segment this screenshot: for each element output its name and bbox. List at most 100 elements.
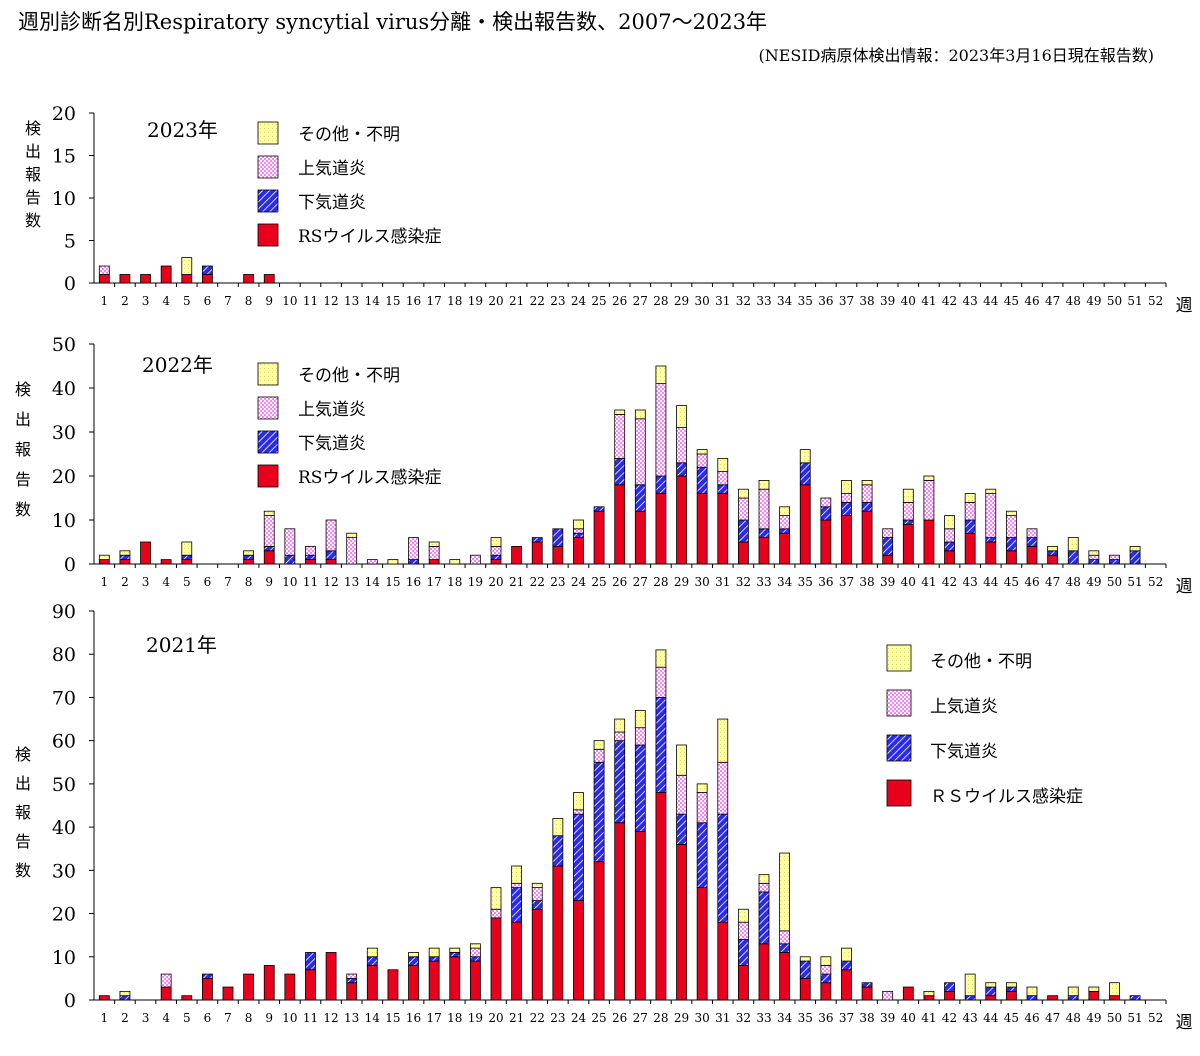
bar-rs	[634, 510, 646, 565]
x-tick-label: 40	[901, 1011, 916, 1025]
y-tick-label: 0	[64, 273, 76, 295]
x-tick-label: 41	[921, 575, 936, 589]
y-tick-label: 10	[52, 188, 76, 210]
x-tick-label: 28	[653, 294, 668, 308]
x-tick-label: 13	[344, 294, 359, 308]
bar-other	[346, 532, 358, 539]
x-tick-label: 49	[1086, 1011, 1101, 1025]
bar-rs	[573, 537, 584, 565]
x-tick-label: 20	[488, 1011, 503, 1025]
bar-rs	[841, 515, 852, 565]
bar-upper	[882, 528, 894, 538]
x-tick-label: 34	[777, 294, 793, 308]
x-tick-label: 47	[1045, 575, 1060, 589]
bar-other	[428, 947, 440, 958]
x-tick-label: 32	[736, 1011, 751, 1025]
bar-lower	[717, 813, 729, 923]
bar-other	[469, 943, 481, 949]
bar-rs	[243, 274, 255, 284]
bar-other	[1005, 982, 1017, 988]
y-tick-label: 50	[52, 334, 76, 356]
x-tick-label: 44	[983, 294, 999, 308]
x-tick-label: 10	[282, 1011, 297, 1025]
bar-rs	[964, 532, 976, 565]
bar-lower	[779, 943, 791, 953]
bar-rs	[737, 965, 749, 1001]
x-tick-label: 24	[571, 294, 587, 308]
x-tick-label: 23	[550, 294, 565, 308]
x-tick-label: 32	[736, 575, 751, 589]
bar-lower	[737, 519, 749, 543]
bar-lower	[593, 761, 605, 863]
bar-lower	[201, 265, 213, 275]
bar-rs	[552, 546, 564, 565]
x-tick-label: 43	[963, 1011, 978, 1025]
bar-rs	[531, 908, 543, 1001]
bar-upper	[779, 930, 791, 945]
x-tick-label: 31	[715, 294, 730, 308]
bar-other	[98, 554, 110, 561]
bar-upper	[717, 761, 729, 815]
x-tick-label: 22	[530, 1011, 545, 1025]
x-tick-label: 24	[571, 1011, 587, 1025]
y-tick-label: 10	[52, 947, 76, 969]
x-tick-label: 23	[550, 575, 565, 589]
x-tick-label: 17	[427, 575, 442, 589]
legend-label-other: その他・不明	[930, 652, 1032, 672]
x-tick-label: 23	[550, 1011, 565, 1025]
bar-upper	[469, 554, 481, 565]
bar-rs	[511, 546, 523, 565]
x-tick-label: 38	[859, 294, 874, 308]
x-tick-label: 18	[447, 575, 462, 589]
x-tick-label: 52	[1148, 575, 1163, 589]
bar-rs	[243, 559, 255, 565]
y-axis-label-char: 出	[15, 410, 31, 429]
bar-upper	[531, 887, 543, 901]
bar-rs	[1026, 546, 1038, 565]
bar-lower	[263, 546, 275, 552]
bar-rs	[387, 969, 399, 1001]
bar-rs	[284, 973, 296, 1001]
bar-lower	[573, 813, 584, 901]
bar-rs	[696, 493, 708, 565]
bar-rs	[882, 554, 894, 565]
x-tick-label: 45	[1004, 1011, 1019, 1025]
y-axis-label-char: 数	[15, 861, 31, 880]
bar-other	[717, 457, 729, 472]
bar-rs	[490, 917, 502, 1001]
bar-rs	[181, 995, 193, 1001]
bar-other	[841, 479, 852, 494]
x-tick-label: 5	[183, 1011, 191, 1025]
x-tick-label: 36	[818, 575, 833, 589]
bar-rs	[717, 493, 729, 565]
bar-upper	[820, 497, 832, 508]
x-tick-label: 25	[591, 294, 606, 308]
bar-upper	[1109, 554, 1120, 561]
bar-rs	[902, 524, 914, 565]
x-axis-unit: 週	[1176, 577, 1193, 597]
bar-upper	[1005, 515, 1017, 538]
bar-upper	[923, 479, 935, 521]
x-tick-label: 9	[265, 294, 273, 308]
x-tick-label: 18	[447, 1011, 462, 1025]
bar-lower	[696, 466, 708, 495]
year-label: 2021年	[146, 633, 217, 657]
x-tick-label: 32	[736, 294, 751, 308]
y-tick-label: 60	[52, 731, 76, 753]
bar-other	[1088, 550, 1100, 556]
x-tick-label: 16	[406, 1011, 421, 1025]
x-tick-label: 19	[468, 575, 483, 589]
y-tick-label: 80	[52, 644, 76, 666]
x-tick-label: 45	[1004, 575, 1019, 589]
bar-lower	[655, 697, 667, 793]
bar-rs	[181, 274, 193, 284]
bar-lower	[1129, 550, 1141, 565]
bar-rs	[160, 559, 172, 565]
bar-other	[593, 740, 605, 750]
bar-other	[449, 559, 461, 565]
bar-lower	[614, 457, 626, 486]
x-tick-label: 48	[1066, 294, 1081, 308]
x-tick-label: 9	[265, 1011, 273, 1025]
bar-rs	[160, 265, 172, 284]
x-tick-label: 20	[488, 294, 503, 308]
